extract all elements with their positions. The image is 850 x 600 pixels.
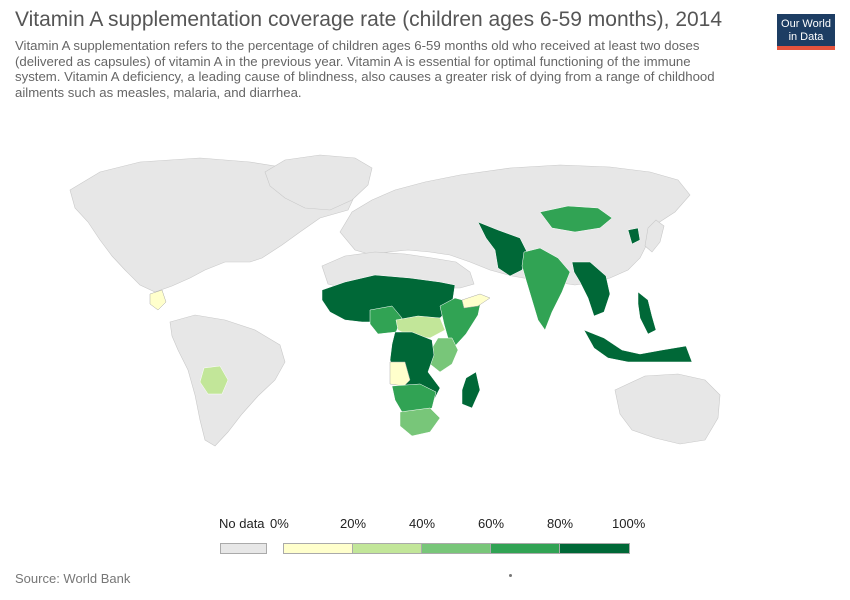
logo-line-1: Our World [781,18,831,30]
europe-asia[interactable] [339,164,691,286]
region-afghanistan-pakistan[interactable] [477,221,529,277]
legend-no-data-swatch [220,543,267,554]
legend-tick-100: 100% [612,516,646,531]
legend-tick-80: 80% [547,516,574,531]
legend-tick-60: 60% [478,516,505,531]
legend-tick-0: 0% [270,516,289,531]
japan[interactable] [644,219,665,253]
region-mainland-se-asia[interactable] [571,261,611,317]
data-regions [149,205,693,437]
region-central-america[interactable] [149,289,167,311]
region-bolivia[interactable] [199,365,229,395]
logo-line-2: in Data [788,31,824,43]
legend-bin-60-80[interactable] [490,543,560,554]
region-north-korea[interactable] [627,227,641,245]
legend-tick-20: 20% [340,516,367,531]
legend-bin-40-60[interactable] [421,543,491,554]
australia[interactable] [614,373,721,445]
region-yemen[interactable] [461,293,491,309]
region-south-africa[interactable] [399,407,441,437]
world-map[interactable] [0,110,850,510]
legend-bin-20-40[interactable] [352,543,422,554]
legend-bin-80-100[interactable] [559,543,630,554]
logo-accent-bar [777,46,835,50]
legend-no-data-label: No data [219,516,265,531]
region-mongolia[interactable] [539,205,613,233]
source-note[interactable]: Source: World Bank [15,571,131,586]
legend-bin-0-20[interactable] [283,543,353,554]
legend-tick-40: 40% [409,516,436,531]
greenland[interactable] [264,154,373,211]
region-angola[interactable] [389,361,411,387]
region-philippines[interactable] [637,291,657,335]
region-indonesia[interactable] [583,329,693,363]
region-india[interactable] [521,247,571,331]
chart-title: Vitamin A supplementation coverage rate … [15,8,723,31]
owid-logo[interactable]: Our World in Data [777,14,835,50]
timeline-dot [509,574,512,577]
region-madagascar[interactable] [461,371,481,409]
chart-subtitle: Vitamin A supplementation refers to the … [15,38,715,100]
